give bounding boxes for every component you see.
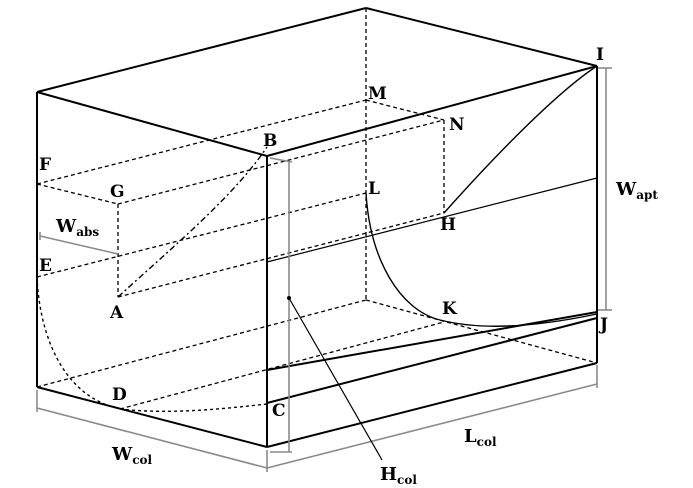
label-C: C bbox=[272, 401, 286, 421]
hidden-back-bottom-right bbox=[365, 299, 598, 364]
curve-H-I bbox=[443, 65, 598, 214]
hidden-F-G bbox=[36, 183, 119, 205]
reflector-curves bbox=[36, 65, 598, 413]
dim-w-col-line bbox=[36, 407, 268, 469]
hidden-back-bottom-left bbox=[36, 299, 367, 388]
label-K: K bbox=[442, 299, 458, 319]
curve-L-K-J bbox=[365, 192, 598, 327]
dimension-lines bbox=[36, 67, 612, 472]
label-G: G bbox=[110, 182, 125, 202]
hidden-F-M bbox=[36, 99, 367, 185]
h-col-leader-dot bbox=[287, 296, 291, 300]
point-labels: A B C D E F G H I J K L M N bbox=[39, 45, 608, 421]
dimension-labels: Wcol Lcol Hcol Wabs Wapt bbox=[55, 179, 658, 487]
dim-h-col-tick-top bbox=[269, 157, 293, 163]
curve-A-B bbox=[117, 146, 268, 298]
label-I: I bbox=[596, 45, 604, 65]
label-h-col: Hcol bbox=[380, 464, 417, 487]
label-w-col: Wcol bbox=[111, 444, 153, 467]
hidden-D-K bbox=[119, 321, 445, 410]
front-face-line-bottom bbox=[266, 317, 598, 404]
hidden-A-H bbox=[117, 212, 445, 298]
h-col-leader bbox=[288, 297, 383, 461]
label-F: F bbox=[39, 155, 51, 175]
label-w-abs: Wabs bbox=[55, 216, 99, 239]
edge-top-back bbox=[365, 7, 598, 67]
curve-E-D-C bbox=[36, 276, 268, 413]
edge-bottom-front bbox=[36, 386, 268, 448]
hidden-E-L bbox=[36, 192, 367, 278]
edge-top-left bbox=[36, 7, 367, 93]
label-w-apt: Wapt bbox=[615, 179, 658, 202]
edge-top-front bbox=[36, 91, 268, 157]
front-face-line-upper bbox=[266, 177, 598, 263]
label-A: A bbox=[109, 303, 124, 323]
edge-bottom-right bbox=[266, 362, 598, 448]
label-l-col: Lcol bbox=[464, 426, 497, 449]
label-N: N bbox=[449, 115, 465, 135]
label-H: H bbox=[440, 215, 456, 235]
edge-top-right bbox=[266, 65, 598, 157]
label-L: L bbox=[368, 179, 380, 199]
label-E: E bbox=[39, 256, 52, 276]
label-D: D bbox=[112, 385, 127, 405]
label-M: M bbox=[368, 84, 387, 104]
hidden-edges bbox=[36, 8, 598, 410]
outer-box bbox=[36, 7, 598, 448]
front-face-line-lower bbox=[266, 311, 598, 371]
dim-w-abs-line bbox=[39, 235, 119, 255]
dim-l-col-line bbox=[266, 383, 598, 469]
hidden-G-N bbox=[117, 119, 445, 205]
label-B: B bbox=[263, 131, 277, 151]
label-J: J bbox=[598, 315, 608, 335]
